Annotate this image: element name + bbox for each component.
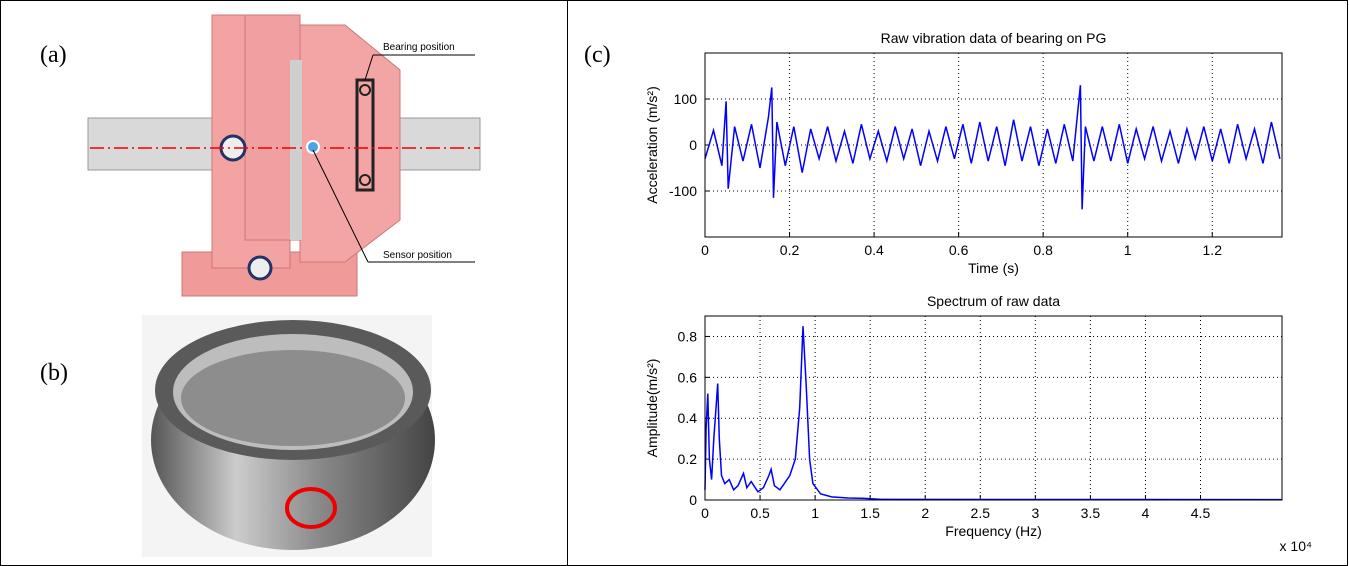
- y-tick-label: 0.2: [678, 451, 698, 467]
- x-tick-label: 1: [1124, 242, 1132, 258]
- x-tick-label: 1.2: [1203, 242, 1223, 258]
- x-tick-label: 0: [701, 242, 709, 258]
- bearing-photo: [142, 315, 435, 557]
- panel-label: (c): [584, 42, 611, 68]
- x-tick-label: 0.8: [1033, 242, 1053, 258]
- y-tick-label: 100: [674, 91, 698, 107]
- y-tick-label: 0.6: [678, 369, 698, 385]
- y-tick-label: 0: [689, 492, 697, 508]
- y-axis-label: Acceleration (m/s²): [644, 86, 660, 203]
- y-tick-label: -100: [669, 183, 697, 199]
- x-tick-label: 1.5: [860, 505, 880, 521]
- x-tick-label: 4.5: [1191, 505, 1211, 521]
- x-tick-label: 0.5: [750, 505, 770, 521]
- x-tick-label: 0.2: [780, 242, 800, 258]
- axes-box: [704, 315, 1283, 501]
- y-tick-label: 0.8: [678, 328, 698, 344]
- x-axis-multiplier: x 10⁴: [1280, 538, 1312, 554]
- y-tick-label: 0.4: [678, 410, 698, 426]
- x-tick-label: 0.4: [864, 242, 884, 258]
- x-axis-label: Frequency (Hz): [945, 523, 1041, 539]
- x-tick-label: 1: [811, 505, 819, 521]
- x-tick-label: 0.6: [949, 242, 969, 258]
- gearbox-drawing: [87, 14, 481, 297]
- data-line: [704, 85, 1281, 210]
- axes-box: [704, 52, 1283, 238]
- chart-title: Spectrum of raw data: [927, 293, 1060, 309]
- panel-label: (b): [40, 360, 68, 386]
- x-tick-label: 4: [1142, 505, 1150, 521]
- y-tick-label: 0: [689, 137, 697, 153]
- annotation: Sensor position: [383, 250, 452, 261]
- x-tick-label: 3.5: [1081, 505, 1101, 521]
- x-axis-label: Time (s): [968, 260, 1019, 276]
- panel-label: (a): [40, 42, 67, 68]
- y-axis-label: Amplitude(m/s²): [644, 359, 660, 458]
- data-line: [704, 326, 1283, 501]
- plot-area: [705, 316, 1282, 500]
- annotation: Bearing position: [383, 42, 455, 53]
- chart-title: Raw vibration data of bearing on PG: [881, 30, 1107, 46]
- x-tick-label: 2: [921, 505, 929, 521]
- x-tick-label: 3: [1031, 505, 1039, 521]
- x-tick-label: 2.5: [971, 505, 991, 521]
- x-tick-label: 0: [701, 505, 709, 521]
